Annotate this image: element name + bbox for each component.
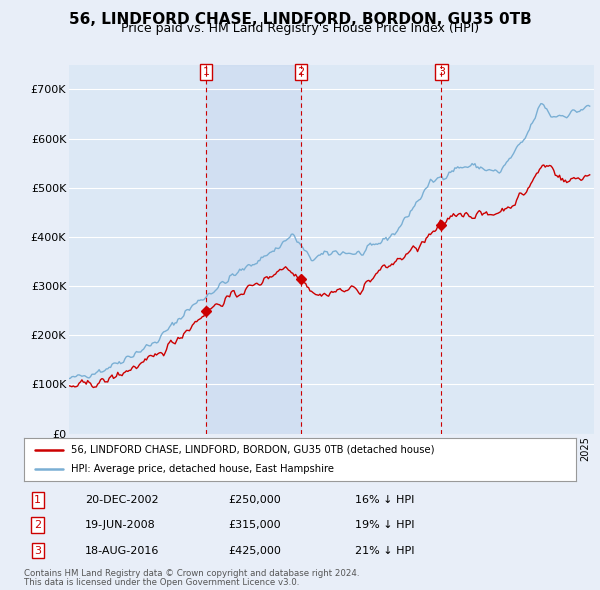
- Text: 2: 2: [34, 520, 41, 530]
- Text: This data is licensed under the Open Government Licence v3.0.: This data is licensed under the Open Gov…: [24, 578, 299, 587]
- Bar: [206, 65, 301, 434]
- Text: Contains HM Land Registry data © Crown copyright and database right 2024.: Contains HM Land Registry data © Crown c…: [24, 569, 359, 578]
- Text: 1: 1: [203, 67, 209, 77]
- Text: 18-AUG-2016: 18-AUG-2016: [85, 546, 159, 556]
- Text: 21% ↓ HPI: 21% ↓ HPI: [355, 546, 415, 556]
- Text: 20-DEC-2002: 20-DEC-2002: [85, 495, 158, 504]
- Text: 56, LINDFORD CHASE, LINDFORD, BORDON, GU35 0TB: 56, LINDFORD CHASE, LINDFORD, BORDON, GU…: [68, 12, 532, 27]
- Text: £315,000: £315,000: [228, 520, 281, 530]
- Text: 16% ↓ HPI: 16% ↓ HPI: [355, 495, 415, 504]
- Text: 2: 2: [297, 67, 304, 77]
- Text: 19-JUN-2008: 19-JUN-2008: [85, 520, 155, 530]
- Text: 56, LINDFORD CHASE, LINDFORD, BORDON, GU35 0TB (detached house): 56, LINDFORD CHASE, LINDFORD, BORDON, GU…: [71, 445, 434, 455]
- Text: 19% ↓ HPI: 19% ↓ HPI: [355, 520, 415, 530]
- Text: 3: 3: [34, 546, 41, 556]
- Text: £250,000: £250,000: [228, 495, 281, 504]
- Text: 1: 1: [34, 495, 41, 504]
- Text: HPI: Average price, detached house, East Hampshire: HPI: Average price, detached house, East…: [71, 464, 334, 474]
- Text: 3: 3: [438, 67, 445, 77]
- Text: Price paid vs. HM Land Registry's House Price Index (HPI): Price paid vs. HM Land Registry's House …: [121, 22, 479, 35]
- Text: £425,000: £425,000: [228, 546, 281, 556]
